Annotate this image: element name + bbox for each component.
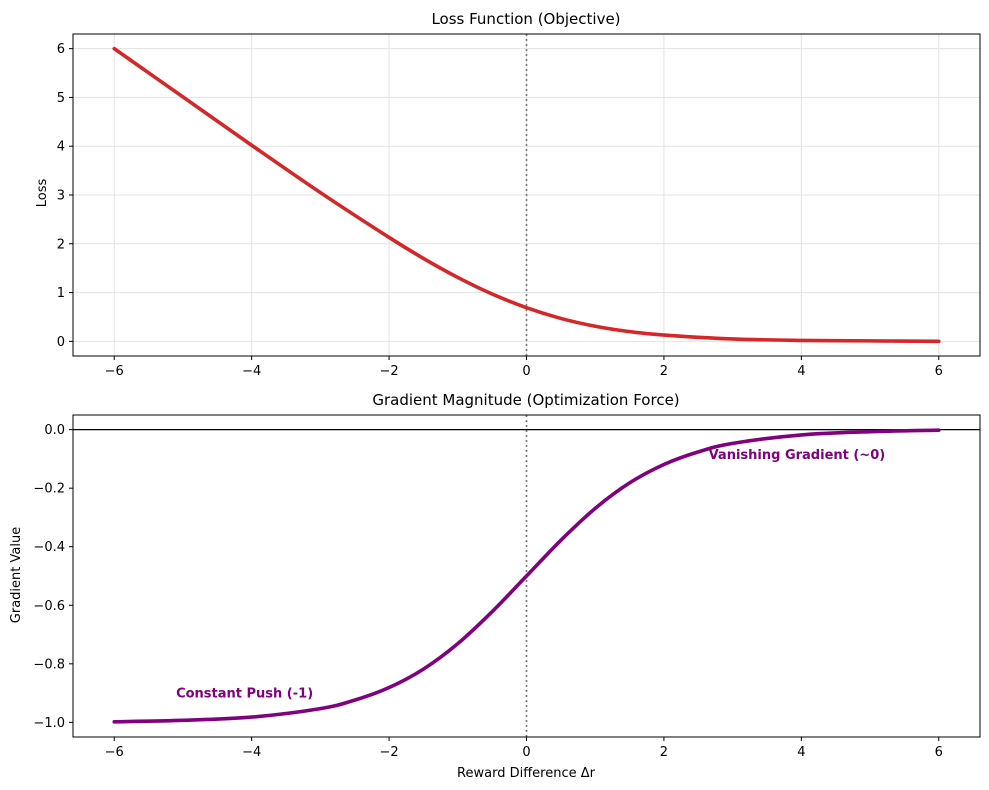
gradient-chart-series (112, 428, 941, 724)
loss-chart-xtick-label-2: −2 (379, 364, 398, 379)
gradient-chart-ytick-label-3: −0.6 (33, 599, 65, 614)
gradient-chart-title: Gradient Magnitude (Optimization Force) (372, 391, 679, 409)
loss-chart-ytick-label-5: 5 (57, 91, 65, 106)
loss-chart-panel: −6 −4 −2 0 2 4 6 0 1 2 3 4 5 6 Loss Function (Object… (35, 10, 981, 379)
gradient-chart-xtick-label-0: −6 (105, 745, 124, 760)
gradient-chart-y-ticks: 0.0 −0.2 −0.4 −0.6 −0.8 −1.0 (33, 423, 73, 731)
loss-chart-ytick-label-0: 0 (57, 335, 65, 350)
gradient-chart-xtick-label-4: 2 (660, 745, 668, 760)
loss-chart-x-ticks: −6 −4 −2 0 2 4 6 (105, 356, 943, 379)
loss-chart-ytick-label-3: 3 (57, 189, 65, 204)
gradient-chart-ytick-label-2: −0.4 (33, 540, 65, 555)
gradient-chart-series-line-0 (112, 428, 941, 724)
gradient-chart-xtick-label-5: 4 (797, 745, 805, 760)
loss-chart-ytick-label-2: 2 (57, 237, 65, 252)
gradient-chart-panel: −6 −4 −2 0 2 4 6 0.0 −0.2 −0.4 −0.6 −0.8 −1.0 Const… (9, 391, 981, 781)
gradient-chart-xtick-label-2: −2 (379, 745, 398, 760)
loss-chart-xtick-label-3: 0 (522, 364, 530, 379)
loss-chart-grid (73, 34, 980, 356)
loss-chart-ylabel: Loss (35, 179, 50, 208)
gradient-chart-xtick-label-6: 6 (935, 745, 943, 760)
gradient-chart-x-ticks: −6 −4 −2 0 2 4 6 (105, 737, 943, 760)
loss-chart-ytick-label-1: 1 (57, 286, 65, 301)
gradient-chart-xlabel: Reward Difference Δr (457, 766, 596, 781)
gradient-chart-ytick-label-5: −1.0 (33, 716, 65, 731)
loss-chart-xtick-label-0: −6 (105, 364, 124, 379)
loss-chart-xtick-label-1: −4 (242, 364, 261, 379)
loss-chart-ytick-label-4: 4 (57, 140, 65, 155)
gradient-chart-ytick-label-4: −0.8 (33, 657, 65, 672)
gradient-chart-ylabel: Gradient Value (9, 527, 24, 623)
gradient-chart-ytick-label-0: 0.0 (44, 423, 65, 438)
loss-chart-xtick-label-5: 4 (797, 364, 805, 379)
loss-chart-title: Loss Function (Objective) (431, 10, 620, 28)
gradient-chart-xtick-label-1: −4 (242, 745, 261, 760)
gradient-chart-annotation-0: Constant Push (-1) (176, 687, 313, 702)
loss-chart-series (112, 46, 941, 344)
gradient-chart-annotation-1: Vanishing Gradient (~0) (709, 448, 886, 463)
loss-chart-series-line-0 (112, 46, 941, 344)
gradient-chart-annotations: Constant Push (-1) Vanishing Gradient (~0… (176, 448, 885, 702)
loss-chart-ytick-label-6: 6 (57, 42, 65, 57)
loss-chart-xtick-label-6: 6 (935, 364, 943, 379)
loss-chart-y-ticks: 0 1 2 3 4 5 6 (57, 42, 73, 350)
gradient-chart-xtick-label-3: 0 (522, 745, 530, 760)
loss-chart-xtick-label-4: 2 (660, 364, 668, 379)
gradient-chart-ytick-label-1: −0.2 (33, 482, 65, 497)
